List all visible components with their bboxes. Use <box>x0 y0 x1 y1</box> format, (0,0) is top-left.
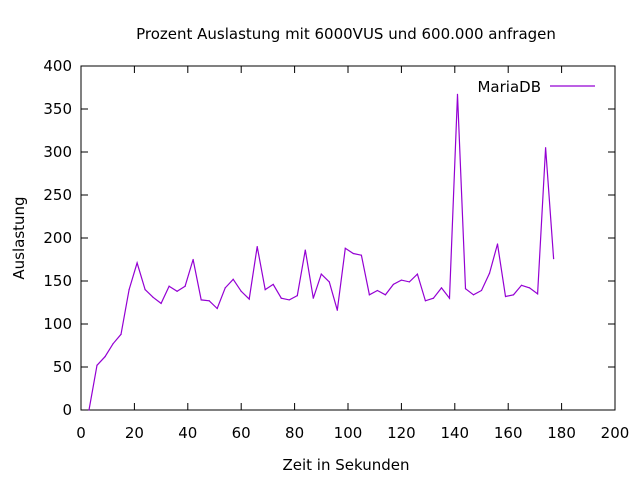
data-point <box>488 272 491 274</box>
legend: MariaDB <box>477 78 595 96</box>
data-point <box>432 297 435 299</box>
data-point <box>480 289 483 292</box>
data-point <box>168 285 170 287</box>
data-point <box>320 273 322 275</box>
data-point <box>128 289 130 291</box>
y-axis: 0 50 100 150 200 250 300 350 400 <box>43 57 615 419</box>
data-point <box>288 299 290 301</box>
data-point <box>176 290 178 292</box>
data-point <box>504 295 507 298</box>
data-point <box>136 262 138 264</box>
data-point <box>208 300 210 302</box>
data-point <box>328 281 330 283</box>
data-point <box>448 297 451 299</box>
data-point <box>232 278 234 280</box>
data-point <box>384 294 386 296</box>
data-point <box>272 283 274 286</box>
data-point <box>360 254 362 256</box>
data-point <box>408 281 411 283</box>
x-tick-label: 160 <box>494 424 523 442</box>
data-point <box>400 279 402 281</box>
x-tick-label: 120 <box>387 424 416 442</box>
data-point <box>552 258 555 260</box>
data-point <box>200 299 202 301</box>
data-point <box>440 287 443 289</box>
y-axis-label: Auslastung <box>10 196 28 279</box>
x-axis: 0 20 40 60 80 100 120 140 160 180 200 <box>76 66 629 442</box>
data-point <box>456 93 459 95</box>
x-tick-label: 80 <box>285 424 304 442</box>
data-point <box>344 247 346 249</box>
data-point <box>464 288 467 290</box>
y-tick-label: 150 <box>43 272 72 290</box>
data-point <box>96 364 98 366</box>
chart-title: Prozent Auslastung mit 6000VUS und 600.0… <box>136 25 556 43</box>
data-point <box>152 296 154 298</box>
data-point <box>312 297 314 299</box>
data-point <box>120 333 122 335</box>
data-point <box>416 273 419 275</box>
x-tick-label: 180 <box>547 424 576 442</box>
x-tick-label: 0 <box>76 424 86 442</box>
data-point <box>184 285 186 287</box>
data-point <box>512 294 515 296</box>
data-point <box>104 356 106 358</box>
x-axis-label: Zeit in Sekunden <box>282 456 409 474</box>
y-tick-label: 350 <box>43 100 72 118</box>
data-point <box>528 287 531 289</box>
data-point <box>112 343 114 345</box>
x-tick-label: 140 <box>440 424 469 442</box>
data-point <box>424 300 427 302</box>
x-tick-label: 60 <box>232 424 251 442</box>
data-point <box>160 302 162 304</box>
data-point <box>144 289 146 291</box>
data-point <box>240 290 242 292</box>
data-point <box>496 243 499 245</box>
data-point <box>224 287 226 289</box>
data-point <box>536 293 539 295</box>
data-point <box>264 289 266 291</box>
x-tick-label: 20 <box>125 424 144 442</box>
data-point <box>544 147 547 149</box>
data-point <box>304 249 306 251</box>
data-point <box>336 309 338 311</box>
data-point <box>520 284 523 286</box>
legend-label: MariaDB <box>477 78 541 96</box>
data-point <box>296 295 298 297</box>
data-point <box>368 294 370 296</box>
data-point <box>392 283 394 286</box>
data-point <box>248 298 250 300</box>
data-point <box>352 252 354 255</box>
x-tick-label: 40 <box>178 424 197 442</box>
data-point <box>280 297 282 299</box>
x-tick-label: 200 <box>601 424 630 442</box>
y-tick-label: 400 <box>43 57 72 75</box>
y-tick-label: 200 <box>43 229 72 247</box>
y-tick-label: 100 <box>43 315 72 333</box>
data-point <box>256 246 258 248</box>
series-layer <box>88 93 555 411</box>
series-line-mariadb <box>88 94 555 411</box>
y-tick-label: 0 <box>62 401 72 419</box>
data-point <box>376 289 378 292</box>
data-point <box>216 307 218 310</box>
x-tick-label: 100 <box>334 424 363 442</box>
y-tick-label: 300 <box>43 143 72 161</box>
data-point <box>192 258 194 261</box>
data-point <box>472 294 475 296</box>
y-tick-label: 50 <box>53 358 72 376</box>
data-point <box>88 409 90 411</box>
plot-frame <box>80 65 616 411</box>
y-tick-label: 250 <box>43 186 72 204</box>
